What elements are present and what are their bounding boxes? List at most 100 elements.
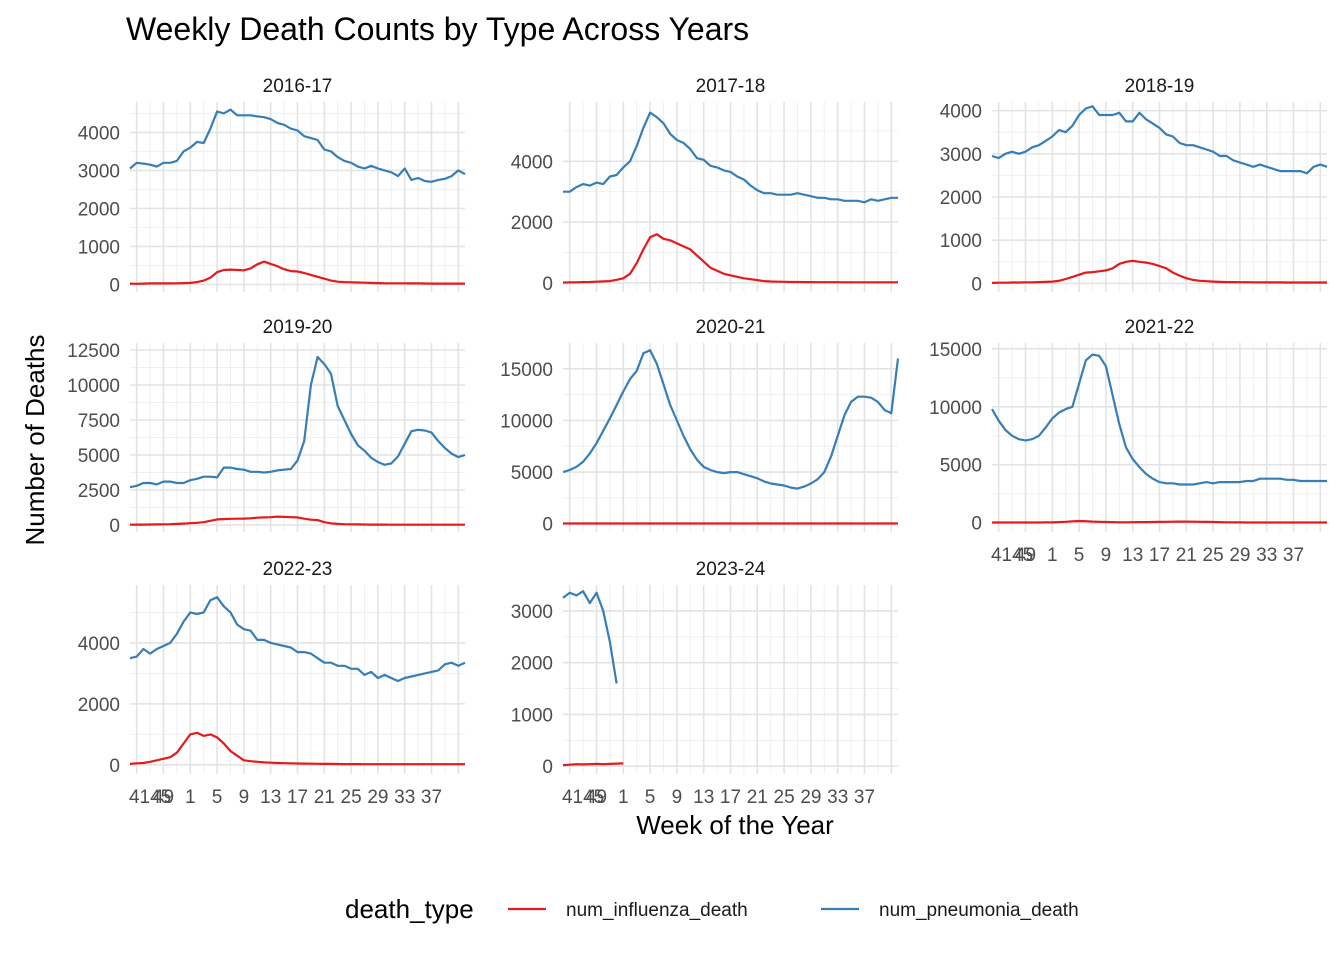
y-tick-label: 5000: [511, 463, 553, 484]
x-tick-label: 17: [720, 787, 741, 808]
panel-strip-label: 2022-23: [263, 559, 333, 580]
y-tick-label: 3000: [511, 602, 553, 623]
panel-strip-label: 2018-19: [1125, 76, 1195, 97]
panels: 2016-17010002000300040002017-18020004000…: [67, 76, 1328, 808]
y-tick-label: 15000: [929, 340, 982, 361]
x-tick-label: 25: [341, 787, 362, 808]
series-line-num_pneumonia_death: [562, 590, 618, 684]
y-tick-label: 3000: [78, 161, 120, 182]
x-tick-label: 9: [1101, 545, 1112, 566]
x-tick-label: 1: [185, 787, 196, 808]
y-tick-label: 2500: [78, 481, 120, 502]
x-tick-label: 5: [212, 787, 223, 808]
y-tick-label: 4000: [78, 634, 120, 655]
series-line-num_influenza_death: [562, 762, 624, 767]
x-tick-label: 17: [1149, 545, 1170, 566]
y-tick-label: 5000: [78, 446, 120, 467]
panel-strip-label: 2020-21: [696, 317, 766, 338]
x-tick-label: 49: [153, 787, 174, 808]
x-tick-label: 21: [1176, 545, 1197, 566]
x-tick-label: 33: [827, 787, 848, 808]
chart-title: Weekly Death Counts by Type Across Years: [126, 11, 749, 47]
y-tick-label: 2000: [511, 654, 553, 675]
x-tick-label: 37: [854, 787, 875, 808]
y-tick-label: 2000: [511, 213, 553, 234]
series-line-num_pneumonia_death: [563, 111, 898, 204]
y-tick-label: 10000: [929, 398, 982, 419]
panel-2017-18: 2017-18 0 2000 4000: [511, 76, 898, 295]
x-tick-label: 13: [260, 787, 281, 808]
panel-strip-label: 2023-24: [696, 559, 766, 580]
legend-title: death_type: [345, 894, 474, 924]
panel-strip-label: 2016-17: [263, 76, 333, 97]
panel-2020-21: 2020-21 0 5000 10000 15000: [500, 317, 900, 536]
x-tick-label: 4145: [129, 787, 171, 808]
series-line-num_pneumonia_death: [562, 349, 900, 490]
series-line-num_influenza_death: [129, 260, 465, 285]
panel-2018-19: 2018-19 0 1000 2000 3000 4000: [940, 76, 1328, 295]
x-tick-label: 29: [1229, 545, 1250, 566]
y-tick-label: 0: [542, 515, 553, 536]
panel-strip-label: 2019-20: [263, 317, 333, 338]
x-tick-label: 37: [421, 787, 442, 808]
y-tick-label: 0: [109, 516, 120, 537]
series-line-num_influenza_death: [991, 259, 1327, 284]
x-tick-label: 9: [239, 787, 250, 808]
y-tick-label: 2000: [78, 695, 120, 716]
series-line-num_influenza_death: [562, 233, 898, 284]
x-tick-label: 49: [1015, 545, 1036, 566]
y-tick-label: 0: [971, 274, 982, 295]
y-tick-label: 1000: [940, 231, 982, 252]
x-tick-label: 21: [314, 787, 335, 808]
y-tick-label: 10000: [500, 411, 553, 432]
x-tick-label: 33: [394, 787, 415, 808]
y-tick-label: 0: [542, 757, 553, 778]
panel-2016-17: 2016-17 0 1000 2000 3000 4000: [78, 76, 466, 296]
y-tick-label: 5000: [940, 456, 982, 477]
x-tick-label: 1: [618, 787, 629, 808]
x-tick-label: 9: [672, 787, 683, 808]
y-tick-label: 0: [971, 514, 982, 535]
panel-2019-20: 2019-20 0 2500 5000 7500 10000 12500: [67, 317, 466, 537]
x-tick-label: 25: [1203, 545, 1224, 566]
y-tick-label: 12500: [67, 341, 120, 362]
legend: death_type num_influenza_death num_pneumo…: [345, 894, 1079, 924]
x-tick-label: 37: [1283, 545, 1304, 566]
series-line-num_pneumonia_death: [129, 596, 466, 683]
x-tick-label: 29: [367, 787, 388, 808]
x-axis-title: Week of the Year: [636, 810, 834, 840]
y-tick-label: 0: [109, 275, 120, 296]
y-axis-title: Number of Deaths: [20, 335, 50, 546]
series-line-num_influenza_death: [992, 519, 1327, 524]
y-tick-label: 0: [109, 756, 120, 777]
x-tick-label: 13: [693, 787, 714, 808]
panel-strip-label: 2021-22: [1125, 317, 1195, 338]
y-tick-label: 1000: [511, 705, 553, 726]
series-line-num_influenza_death: [129, 515, 465, 526]
y-tick-label: 10000: [67, 376, 120, 397]
y-tick-label: 3000: [940, 145, 982, 166]
x-tick-label: 4145: [991, 545, 1033, 566]
x-tick-label: 29: [800, 787, 821, 808]
y-tick-label: 1000: [78, 237, 120, 258]
x-tick-label: 25: [774, 787, 795, 808]
x-tick-label: 33: [1256, 545, 1277, 566]
panel-strip-label: 2017-18: [696, 76, 766, 97]
x-tick-label: 13: [1122, 545, 1143, 566]
x-tick-label: 21: [747, 787, 768, 808]
x-tick-label: 4145: [562, 787, 604, 808]
y-tick-label: 2000: [940, 188, 982, 209]
series-line-num_influenza_death: [129, 731, 465, 766]
y-tick-label: 0: [542, 274, 553, 295]
x-tick-label: 5: [1074, 545, 1085, 566]
x-tick-label: 49: [586, 787, 607, 808]
y-tick-label: 4000: [511, 152, 553, 173]
y-tick-label: 15000: [500, 360, 553, 381]
x-tick-label: 5: [645, 787, 656, 808]
y-tick-label: 4000: [78, 123, 120, 144]
